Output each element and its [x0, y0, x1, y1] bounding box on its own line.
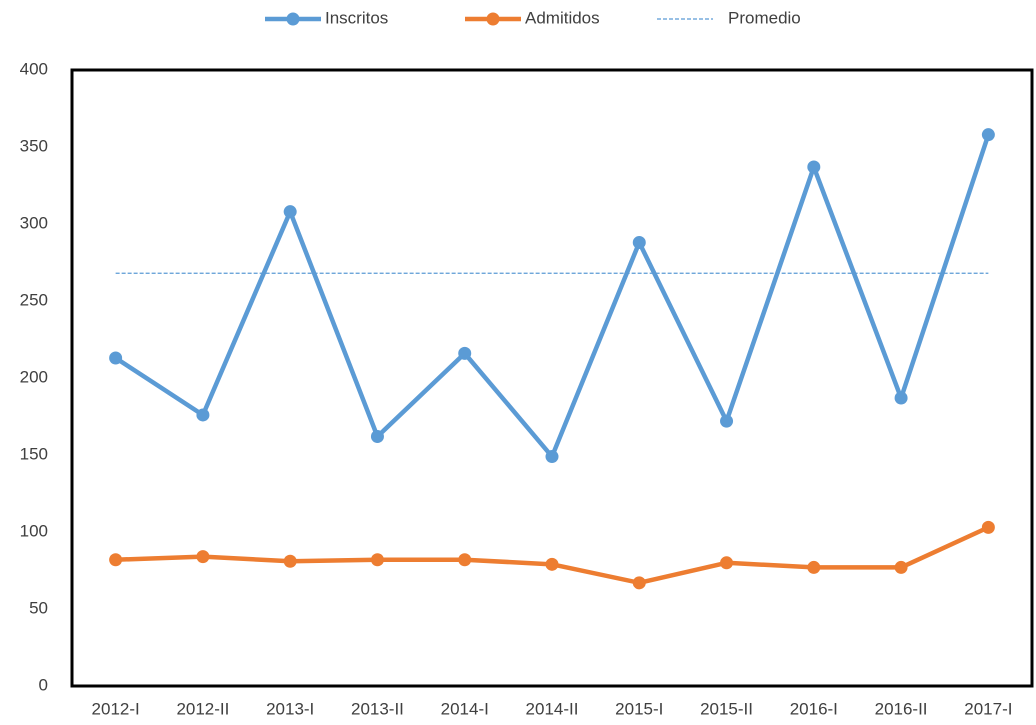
point-marker	[632, 576, 646, 590]
point-marker	[109, 351, 123, 365]
x-tick-label: 2016-I	[790, 699, 838, 718]
y-tick-label: 0	[39, 675, 48, 694]
x-tick-label: 2013-I	[266, 699, 314, 718]
point-marker	[458, 553, 472, 567]
series-line	[115, 525, 990, 586]
point-marker	[109, 553, 123, 567]
series-line	[114, 133, 991, 459]
y-tick-label: 250	[20, 290, 48, 309]
y-tick-label: 350	[20, 136, 48, 155]
x-tick-label: 2017-I	[964, 699, 1012, 718]
point-marker	[720, 556, 734, 570]
point-marker	[807, 560, 821, 574]
legend-marker	[286, 12, 300, 26]
plot-border	[70, 68, 1034, 688]
x-tick-label: 2014-II	[526, 699, 579, 718]
point-marker	[720, 414, 734, 428]
point-marker	[632, 235, 646, 249]
point-marker	[981, 128, 995, 142]
x-tick-label: 2012-I	[92, 699, 140, 718]
legend-label: Promedio	[728, 8, 801, 27]
y-tick-label: 50	[29, 598, 48, 617]
x-tick-label: 2015-I	[615, 699, 663, 718]
point-marker	[981, 520, 995, 534]
legend-marker	[486, 12, 500, 26]
point-marker	[196, 550, 210, 564]
x-tick-label: 2012-II	[176, 699, 229, 718]
legend-label: Inscritos	[325, 8, 388, 27]
point-marker	[196, 408, 210, 422]
point-marker	[370, 553, 384, 567]
point-marker	[370, 430, 384, 444]
y-tick-label: 200	[20, 367, 48, 386]
point-marker	[283, 205, 297, 219]
point-marker	[458, 346, 472, 360]
point-marker	[807, 160, 821, 174]
x-tick-label: 2013-II	[351, 699, 404, 718]
legend-label: Admitidos	[525, 8, 600, 27]
y-tick-label: 300	[20, 213, 48, 232]
point-marker	[545, 557, 559, 571]
point-marker	[283, 554, 297, 568]
y-tick-label: 150	[20, 444, 48, 463]
x-tick-label: 2015-II	[700, 699, 753, 718]
point-marker	[894, 560, 908, 574]
point-marker	[894, 391, 908, 405]
y-tick-label: 400	[20, 59, 48, 78]
point-marker	[545, 450, 559, 464]
x-tick-label: 2014-I	[441, 699, 489, 718]
x-tick-label: 2016-II	[875, 699, 928, 718]
y-tick-label: 100	[20, 521, 48, 540]
